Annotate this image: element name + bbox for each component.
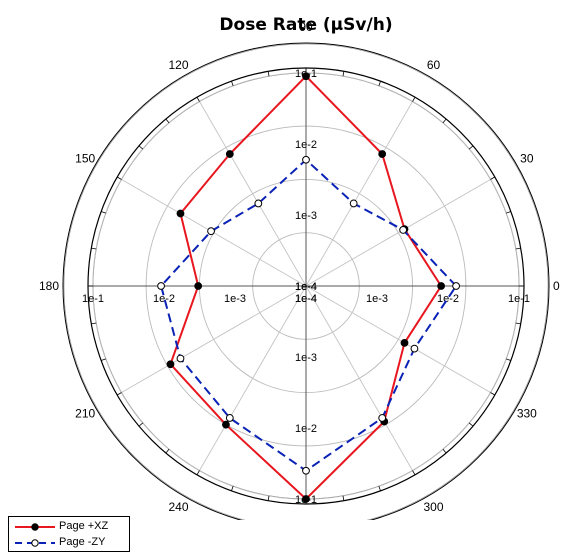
boundary-tick [515,247,521,250]
data-point-page-zy [349,199,358,208]
boundary-tick [196,97,200,102]
radial-tick-label: 1e-3 [366,293,388,305]
boundary-tick [490,392,495,396]
boundary-tick [442,118,447,124]
boundary-tick [412,470,416,475]
series-layer [157,72,460,503]
angle-labels: 0306090120150180210240270300330 [39,20,560,514]
legend-item-page-xz: Page +XZ [13,519,129,535]
boundary-tick [91,322,97,325]
boundary-tick [138,145,144,150]
data-point-page-zy [378,414,387,422]
angle-label: 30 [520,152,534,166]
radial-tick-label: 1e-3 [295,210,317,222]
radial-tick-label: 1e-4 [295,281,317,293]
angle-label: 150 [75,152,95,166]
boundary-tick [468,145,474,150]
angle-label: 90 [299,20,313,34]
angle-label: 300 [423,500,443,514]
boundary-tick [378,81,381,86]
data-point-page-zy [176,354,185,363]
boundary-tick [506,211,511,214]
grid-spoke [121,285,307,393]
boundary-tick [101,358,106,361]
boundary-tick [468,422,474,427]
boundary-tick [342,71,345,77]
boundary-tick [267,495,270,501]
boundary-tick [117,392,122,396]
boundary-tick [165,118,170,124]
boundary-tick [138,422,144,427]
grid-spoke [305,285,491,393]
legend-swatch-page-zy [15,539,55,547]
data-point-page-zy [157,282,165,290]
data-point-page-xz [378,150,387,158]
angle-label: 0 [553,279,560,293]
data-point-page-xz [176,209,185,218]
radial-tick-label: 1e-4 [295,281,317,293]
boundary-tick [412,97,416,102]
outer-bezel-ring [62,42,550,520]
radial-tick-label: 1e-1 [82,293,104,305]
legend-item-page-zy: Page -ZY [13,535,129,551]
polar-chart: Dose Rate (µSv/h) 1e-41e-41e-41e-41e-31e… [39,15,560,520]
data-point-page-xz [302,72,310,81]
boundary-tick [490,176,495,180]
radial-tick-label: 1e-1 [508,293,530,305]
radial-tick-label: 1e-2 [295,139,317,151]
radial-tick-label: 1e-4 [295,293,317,305]
data-point-page-xz [222,420,230,429]
boundary-tick [342,495,345,501]
data-point-page-xz [166,360,175,369]
legend-label-page-xz: Page +XZ [59,520,109,532]
data-point-page-xz [225,150,234,158]
data-point-page-zy [410,344,419,353]
data-point-page-zy [302,466,310,475]
outer-bezel-ring-inner [63,43,549,520]
grid-spoke [305,101,413,287]
boundary-tick [231,486,234,491]
data-point-page-zy [225,414,234,422]
boundary-tick [91,247,97,250]
angle-label: 60 [427,58,441,72]
radial-tick-label: 1e-2 [153,293,175,305]
boundary-tick [101,211,106,214]
data-point-page-zy [207,227,215,236]
boundary-tick [196,470,200,475]
boundary-tick [117,176,122,180]
radial-tick-label: 1e-2 [437,293,459,305]
radial-tick-label: 1e-3 [224,293,246,305]
angle-label: 180 [39,279,59,293]
radial-tick-label: 1e-4 [295,293,317,305]
grid-spoke [199,101,307,287]
grid-spoke [199,285,307,471]
data-point-page-xz [302,495,310,503]
grid-spoke [305,179,491,287]
angle-label: 120 [168,58,188,72]
data-point-page-zy [399,226,408,234]
legend-label-page-zy: Page -ZY [59,536,106,548]
boundary-tick [378,486,381,491]
angle-label: 210 [75,407,95,421]
boundary-tick [442,448,447,454]
legend-swatch-page-xz [15,523,55,531]
chart-title: Dose Rate (µSv/h) [219,15,392,35]
data-point-page-xz [437,282,446,290]
radial-tick-label: 1e-2 [295,423,317,435]
boundary-tick [267,71,270,77]
data-point-page-zy [254,199,263,208]
angle-label: 240 [168,500,188,514]
angle-label: 330 [517,407,537,421]
legend: Page +XZ Page -ZY [8,516,130,552]
boundary-tick [515,322,521,325]
boundary-tick [506,358,511,361]
boundary-tick [231,81,234,86]
data-point-page-xz [194,282,203,290]
grid-spoke [305,285,413,471]
radial-tick-label: 1e-3 [295,352,317,364]
data-point-page-zy [302,155,310,164]
data-point-page-zy [452,282,460,290]
data-point-page-xz [400,338,409,347]
boundary-tick [165,448,170,454]
